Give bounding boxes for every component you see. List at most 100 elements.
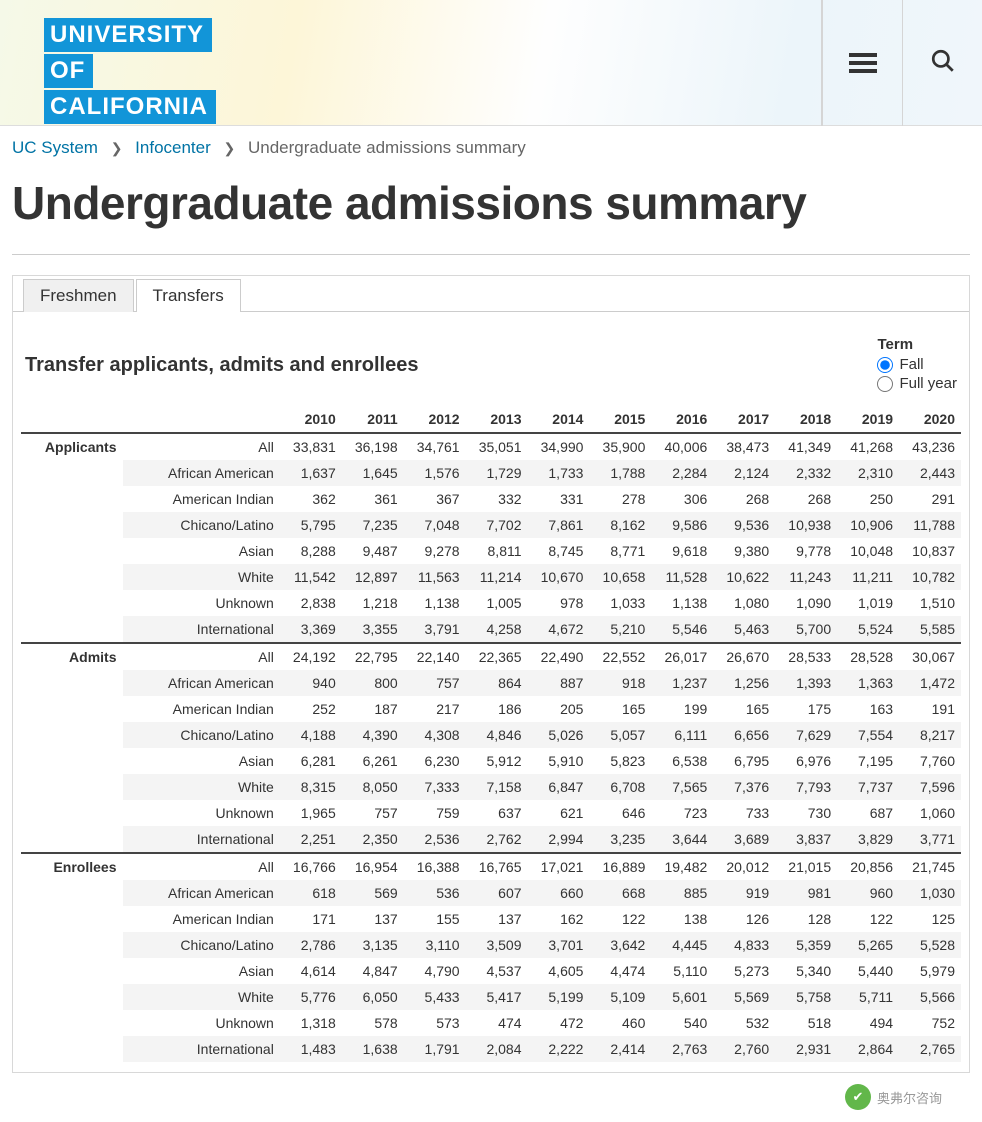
value-cell: 7,565: [651, 774, 713, 800]
value-cell: 10,622: [713, 564, 775, 590]
table-row: White8,3158,0507,3337,1586,8476,7087,565…: [21, 774, 961, 800]
value-cell: 474: [466, 1010, 528, 1036]
value-cell: 35,900: [589, 433, 651, 460]
category-cell: Asian: [123, 748, 280, 774]
value-cell: 2,536: [404, 826, 466, 853]
value-cell: 17,021: [528, 853, 590, 880]
group-cell: [21, 1036, 123, 1062]
value-cell: 8,288: [280, 538, 342, 564]
value-cell: 518: [775, 1010, 837, 1036]
chevron-right-icon: ❯: [111, 140, 123, 156]
term-fullyear-option[interactable]: Full year: [877, 375, 957, 392]
value-cell: 6,976: [775, 748, 837, 774]
value-cell: 2,994: [528, 826, 590, 853]
table-row: EnrolleesAll16,76616,95416,38816,76517,0…: [21, 853, 961, 880]
value-cell: 668: [589, 880, 651, 906]
table-row: American Indian2521872171862051651991651…: [21, 696, 961, 722]
value-cell: 331: [528, 486, 590, 512]
value-cell: 6,847: [528, 774, 590, 800]
value-cell: 4,258: [466, 616, 528, 643]
category-cell: White: [123, 774, 280, 800]
year-header: 2017: [713, 406, 775, 433]
category-cell: All: [123, 643, 280, 670]
category-cell: International: [123, 1036, 280, 1062]
value-cell: 752: [899, 1010, 961, 1036]
value-cell: 186: [466, 696, 528, 722]
value-cell: 36,198: [342, 433, 404, 460]
value-cell: 33,831: [280, 433, 342, 460]
breadcrumb-infocenter[interactable]: Infocenter: [135, 138, 211, 157]
value-cell: 1,637: [280, 460, 342, 486]
value-cell: 10,658: [589, 564, 651, 590]
value-cell: 757: [342, 800, 404, 826]
value-cell: 573: [404, 1010, 466, 1036]
year-header: 2019: [837, 406, 899, 433]
value-cell: 3,689: [713, 826, 775, 853]
value-cell: 2,084: [466, 1036, 528, 1062]
value-cell: 26,670: [713, 643, 775, 670]
value-cell: 730: [775, 800, 837, 826]
value-cell: 1,138: [404, 590, 466, 616]
value-cell: 16,766: [280, 853, 342, 880]
value-cell: 9,778: [775, 538, 837, 564]
value-cell: 11,788: [899, 512, 961, 538]
value-cell: 6,538: [651, 748, 713, 774]
value-cell: 1,472: [899, 670, 961, 696]
table-row: Chicano/Latino2,7863,1353,1103,5093,7013…: [21, 932, 961, 958]
value-cell: 5,524: [837, 616, 899, 643]
menu-button[interactable]: [822, 0, 902, 126]
value-cell: 2,310: [837, 460, 899, 486]
group-cell: [21, 774, 123, 800]
value-cell: 3,509: [466, 932, 528, 958]
term-fullyear-radio[interactable]: [877, 376, 893, 392]
value-cell: 4,308: [404, 722, 466, 748]
table-row: Unknown1,9657577596376216467237337306871…: [21, 800, 961, 826]
group-cell: [21, 486, 123, 512]
site-logo[interactable]: UNIVERSITY OF CALIFORNIA: [44, 18, 216, 126]
value-cell: 637: [466, 800, 528, 826]
chevron-right-icon: ❯: [224, 140, 236, 156]
value-cell: 38,473: [713, 433, 775, 460]
tabs-container: Freshmen Transfers Transfer applicants, …: [12, 275, 970, 1073]
value-cell: 5,265: [837, 932, 899, 958]
value-cell: 11,528: [651, 564, 713, 590]
table-row: African American1,6371,6451,5761,7291,73…: [21, 460, 961, 486]
value-cell: 22,552: [589, 643, 651, 670]
group-cell: Applicants: [21, 433, 123, 460]
breadcrumb: UC System ❯ Infocenter ❯ Undergraduate a…: [0, 126, 982, 164]
value-cell: 1,318: [280, 1010, 342, 1036]
value-cell: 7,235: [342, 512, 404, 538]
value-cell: 1,791: [404, 1036, 466, 1062]
table-row: Unknown2,8381,2181,1381,0059781,0331,138…: [21, 590, 961, 616]
term-fall-option[interactable]: Fall: [877, 356, 957, 373]
table-row: White5,7766,0505,4335,4175,1995,1095,601…: [21, 984, 961, 1010]
tab-freshmen[interactable]: Freshmen: [23, 279, 134, 312]
search-button[interactable]: [902, 0, 982, 126]
term-filter: Term Fall Full year: [877, 336, 957, 394]
category-cell: White: [123, 564, 280, 590]
value-cell: 40,006: [651, 433, 713, 460]
value-cell: 2,864: [837, 1036, 899, 1062]
value-cell: 24,192: [280, 643, 342, 670]
term-fall-radio[interactable]: [877, 357, 893, 373]
value-cell: 1,237: [651, 670, 713, 696]
tab-transfers[interactable]: Transfers: [136, 279, 241, 312]
category-cell: White: [123, 984, 280, 1010]
value-cell: 1,005: [466, 590, 528, 616]
value-cell: 2,222: [528, 1036, 590, 1062]
value-cell: 163: [837, 696, 899, 722]
value-cell: 8,771: [589, 538, 651, 564]
category-cell: International: [123, 826, 280, 853]
value-cell: 7,376: [713, 774, 775, 800]
value-cell: 4,614: [280, 958, 342, 984]
value-cell: 278: [589, 486, 651, 512]
value-cell: 7,048: [404, 512, 466, 538]
value-cell: 8,745: [528, 538, 590, 564]
value-cell: 122: [589, 906, 651, 932]
value-cell: 6,795: [713, 748, 775, 774]
value-cell: 1,090: [775, 590, 837, 616]
breadcrumb-uc-system[interactable]: UC System: [12, 138, 98, 157]
value-cell: 5,795: [280, 512, 342, 538]
value-cell: 2,786: [280, 932, 342, 958]
value-cell: 940: [280, 670, 342, 696]
